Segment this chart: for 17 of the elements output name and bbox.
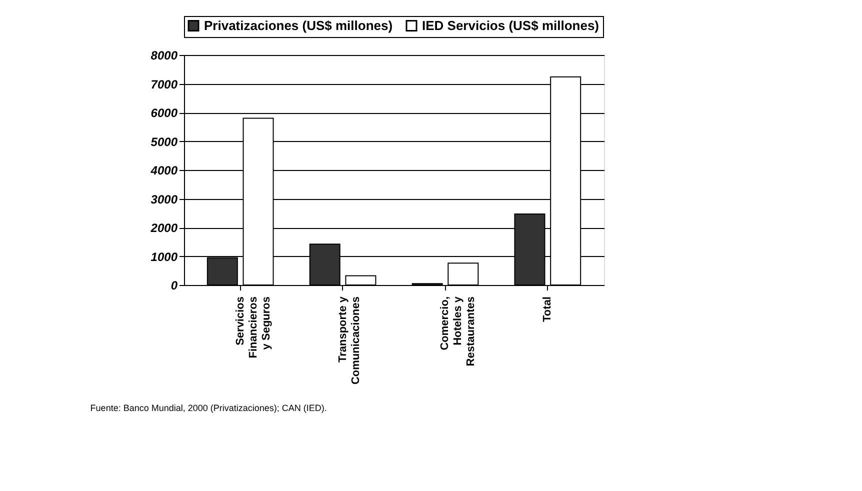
legend-label: IED Servicios (US$ millones) — [422, 18, 600, 33]
y-tick-label: 5000 — [150, 134, 178, 149]
y-tick-label: 6000 — [150, 106, 178, 120]
y-tick-label: 0 — [170, 278, 178, 292]
bar — [345, 275, 376, 286]
source-note: Fuente: Banco Mundial, 2000 (Privatizaciones); CAN (IED). — [90, 403, 327, 414]
y-tick-label: 1000 — [150, 250, 178, 264]
y-tick-label: 8000 — [150, 48, 178, 62]
y-tick-label: 2000 — [150, 221, 178, 235]
bar — [448, 262, 479, 286]
x-tick-label: Comercio, Hoteles y Restaurantes — [439, 296, 478, 366]
legend-label: Privatizaciones (US$ millones) — [204, 18, 393, 33]
y-tick-label: 3000 — [150, 192, 178, 206]
y-tick-label: 4000 — [150, 164, 178, 178]
x-tick-label: Total — [542, 296, 554, 322]
y-tick-label: 7000 — [150, 77, 178, 92]
x-tick-label: Servicios Financieros y Seguros — [234, 296, 272, 358]
